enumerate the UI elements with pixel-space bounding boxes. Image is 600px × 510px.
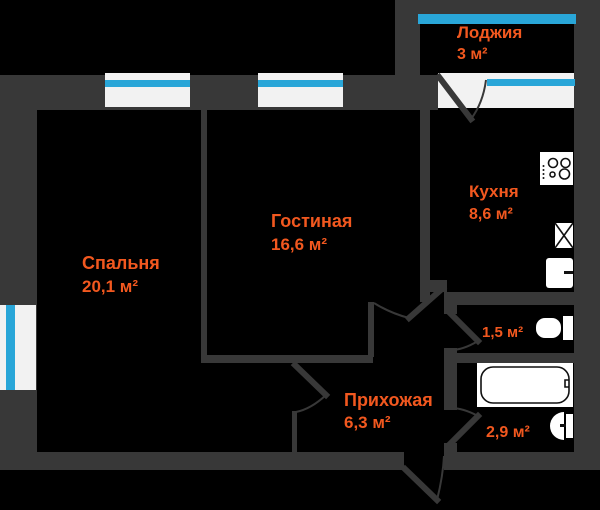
living-room-label: Гостиная 16,6 м² [271, 211, 352, 254]
bedroom-left-window-glass [6, 305, 15, 390]
bathroom-area: 2,9 м² [486, 424, 530, 441]
kitchen-area: 8,6 м² [469, 206, 513, 223]
bottom-outer-wall-left [0, 452, 404, 470]
bedroom-door-arc [295, 394, 327, 413]
living-room-name: Гостиная [271, 211, 352, 231]
kitchen-partition-wall [420, 110, 430, 302]
bedroom-left-window-frame [0, 305, 36, 390]
hallway-label: Прихожая 6,3 м² [344, 390, 433, 432]
left-outer-wall [0, 75, 37, 470]
top-outer-wall [0, 75, 438, 110]
wc-bath-divider-wall [457, 353, 600, 363]
kitchen-name: Кухня [469, 182, 519, 201]
bottom-outer-wall-right [444, 452, 600, 470]
wc-bath-left-wall [444, 348, 457, 410]
doors [290, 72, 487, 505]
bedroom-living-partition [201, 110, 207, 363]
bedroom-name: Спальня [82, 253, 160, 273]
room-labels: Лоджия 3 м² Кухня 8,6 м² Гостиная 16,6 м… [82, 23, 530, 441]
entrance-door-arc [436, 455, 445, 501]
hallway-name: Прихожая [344, 390, 433, 410]
loggia-top-wall [395, 0, 600, 14]
bedroom-door-leaf [290, 360, 331, 400]
wc-door-arc [450, 340, 479, 351]
fridge-icon [546, 258, 573, 288]
balcony-door-arc [470, 79, 487, 120]
kitchen-label: Кухня 8,6 м² [469, 182, 519, 223]
hallway-thin-wall [368, 302, 374, 357]
living-top-window-glass [258, 80, 343, 87]
wc-top-wall [444, 292, 600, 305]
bathroom-door-leaf [446, 411, 483, 448]
right-outer-wall [574, 0, 600, 470]
loggia-label: Лоджия 3 м² [457, 23, 522, 63]
loggia-name: Лоджия [457, 23, 522, 42]
hallway-area: 6,3 м² [344, 413, 391, 432]
living-room-area: 16,6 м² [271, 235, 327, 254]
bedroom-door-jamb-wall [292, 411, 297, 452]
wc-left-wall-upper [444, 292, 457, 314]
living-bottom-wall [201, 355, 373, 363]
bathroom-door-arc [450, 407, 479, 417]
bedroom-top-window-glass [105, 80, 190, 87]
wc-area: 1,5 м² [482, 324, 523, 341]
kitchen-loggia-window-glass [487, 79, 575, 86]
bath-left-wall-lower [444, 443, 457, 470]
kitchen-door-arc [373, 302, 410, 319]
fixtures [477, 152, 574, 440]
bedroom-top-window-frame [105, 73, 190, 107]
toilet-icon [536, 316, 573, 340]
walls [0, 0, 600, 470]
bedroom-label: Спальня 20,1 м² [82, 253, 160, 296]
bedroom-area: 20,1 м² [82, 277, 138, 296]
loggia-window-glass [418, 14, 576, 24]
stove-icon [540, 152, 573, 185]
wc-door-leaf [446, 309, 483, 346]
loggia-left-wall [395, 0, 420, 80]
living-top-window-frame [258, 73, 343, 107]
kitchen-door-leaf [404, 283, 448, 323]
loggia-area: 3 м² [457, 46, 488, 63]
windows [0, 14, 576, 390]
balcony-door-leaf [434, 72, 476, 124]
bathtub-icon [477, 363, 573, 407]
washbasin-icon [550, 412, 573, 440]
kitchen-sink-icon [554, 222, 574, 249]
entrance-door-leaf [400, 464, 442, 505]
